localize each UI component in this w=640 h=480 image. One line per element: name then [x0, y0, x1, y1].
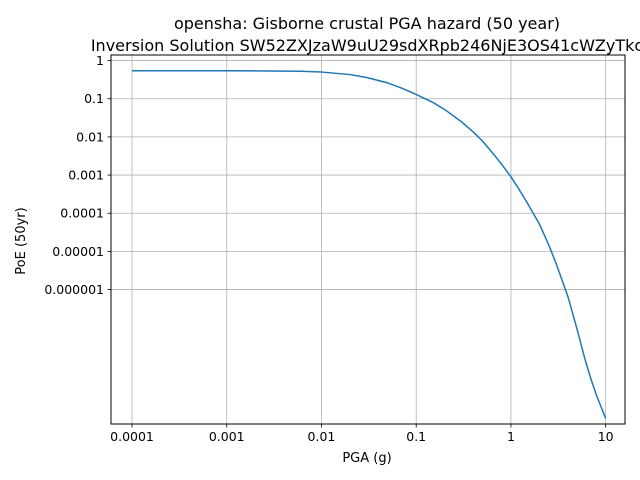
x-tick-label: 0.001 [209, 429, 245, 444]
y-tick-label: 0.000001 [44, 282, 104, 297]
series-layer [132, 70, 607, 419]
x-tick-label: 0.0001 [110, 429, 154, 444]
y-tick-label: 1 [96, 53, 104, 68]
chart-subtitle: Inversion Solution SW52ZXJzaW9uU29sdXRpb… [91, 36, 640, 55]
x-tick-label: 10 [598, 429, 614, 444]
y-tick-label: 0.001 [68, 168, 104, 183]
series-line [132, 70, 607, 419]
x-axis-label: PGA (g) [342, 451, 391, 466]
plot-area [110, 54, 626, 425]
y-tick-label: 0.1 [84, 91, 104, 106]
y-tick-label: 0.01 [76, 129, 104, 144]
x-tick-label: 0.01 [308, 429, 336, 444]
x-axis-ticks: 0.0001 0.001 0.01 0.1 1 10 [110, 424, 614, 444]
y-axis-label: PoE (50yr) [14, 207, 29, 274]
y-tick-label: 0.00001 [52, 244, 104, 259]
axes-frame [110, 54, 626, 425]
grid [111, 55, 625, 424]
x-tick-label: 1 [507, 429, 515, 444]
y-axis-ticks: 1 0.1 0.01 0.001 0.0001 0.00001 0.000001 [44, 53, 111, 297]
x-tick-label: 0.1 [406, 429, 426, 444]
y-tick-label: 0.0001 [60, 206, 104, 221]
chart-title: opensha: Gisborne crustal PGA hazard (50… [174, 14, 560, 33]
